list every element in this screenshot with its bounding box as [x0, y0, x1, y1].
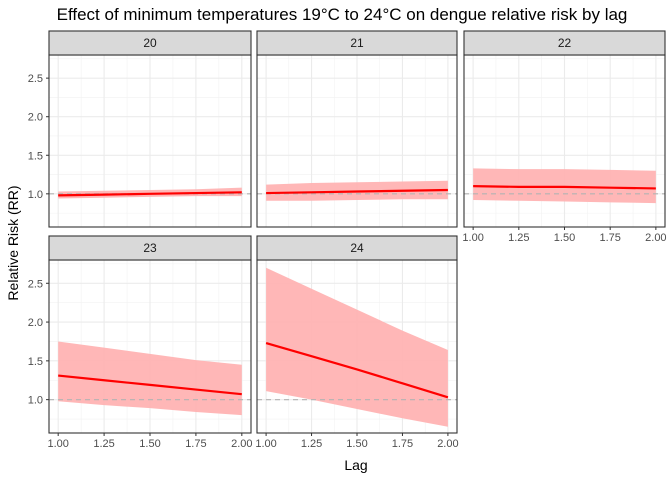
x-tick-label: 1.25: [301, 438, 322, 450]
y-tick-label: 1.0: [28, 395, 43, 407]
x-tick-label: 1.00: [47, 438, 68, 450]
y-tick-label: 2.0: [28, 317, 43, 329]
y-tick-label: 1.5: [28, 150, 43, 162]
facet-strip: [48, 30, 252, 56]
facet-panel-22: 22 1.00 1.25 1.50 1.75 2.00: [462, 30, 667, 244]
x-tick-label: 2.00: [645, 232, 666, 244]
x-tick-label: 2.00: [437, 438, 458, 450]
x-tick-label: 2.00: [231, 438, 252, 450]
x-axis-label: Lag: [344, 457, 367, 473]
facet-strip: [256, 30, 458, 56]
confidence-ribbon: [58, 341, 242, 416]
x-tick-label: 1.75: [599, 232, 620, 244]
x-tick-label: 1.75: [392, 438, 413, 450]
facet-strip-label: 24: [350, 241, 364, 255]
facet-panel-20: 20 1.0 1.5 2.0 2.5: [28, 30, 252, 228]
x-tick-label: 1.25: [508, 232, 529, 244]
facet-panel-24: 24 1.00 1.25 1.50 1.75 2.00: [255, 235, 459, 450]
fit-line: [58, 374, 242, 396]
y-tick-label: 2.0: [28, 112, 43, 124]
y-tick-label: 1.0: [28, 189, 43, 201]
x-tick-label: 1.50: [554, 232, 575, 244]
facet-strip-label: 20: [143, 36, 157, 50]
x-tick-label: 1.50: [139, 438, 160, 450]
confidence-ribbon: [266, 267, 448, 427]
facet-panel-21: 21: [256, 30, 458, 228]
facet-strip-label: 23: [143, 241, 157, 255]
x-tick-label: 1.25: [93, 438, 114, 450]
confidence-ribbon: [473, 168, 656, 204]
facet-strip: [256, 235, 458, 261]
fit-line: [58, 191, 242, 197]
facet-panel-23: 23 1.0 1.5 2.0 2.5 1.00 1.25 1.50 1.75 2.00: [28, 235, 253, 450]
fit-line: [473, 185, 656, 190]
x-tick-label: 1.75: [185, 438, 206, 450]
y-tick-label: 1.5: [28, 356, 43, 368]
x-tick-label: 1.00: [255, 438, 276, 450]
x-tick-label: 1.50: [346, 438, 367, 450]
facet-strip-label: 22: [558, 36, 572, 50]
y-tick-label: 2.5: [28, 278, 43, 290]
fit-line: [265, 341, 449, 399]
chart-title: Effect of minimum temperatures 19°C to 2…: [57, 5, 628, 24]
y-axis-label: Relative Risk (RR): [5, 185, 21, 300]
x-tick-label: 1.00: [462, 232, 483, 244]
fit-line: [266, 188, 448, 195]
facet-strip-label: 21: [350, 36, 364, 50]
y-tick-label: 2.5: [28, 73, 43, 85]
facet-strip: [463, 30, 666, 56]
facet-strip: [48, 235, 252, 261]
